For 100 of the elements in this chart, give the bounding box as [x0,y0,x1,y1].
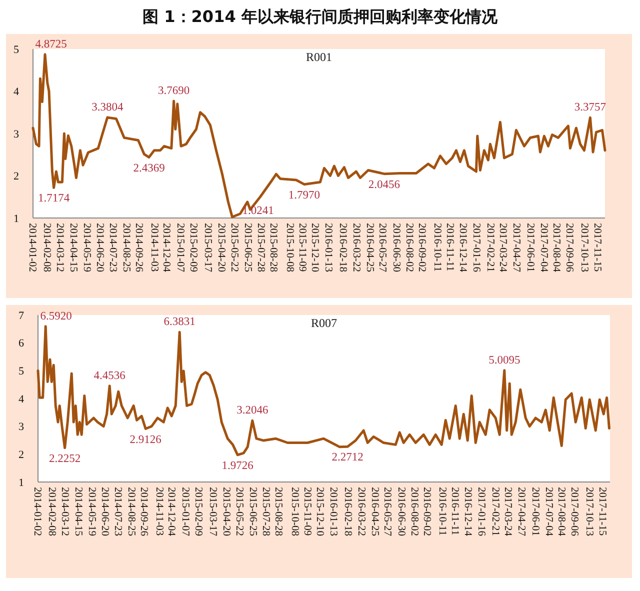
x-tick-label: 2015-04-20 [220,487,232,536]
x-tick-label: 2015-04-20 [216,223,227,272]
x-tick-label: 2014-12-04 [166,487,177,537]
x-tick-label: 2014-06-20 [98,487,110,536]
x-tick-label: 2015-06-25 [242,223,253,272]
x-tick-label: 2017-01-16 [475,487,486,536]
x-tick-label: 2017-07-04 [538,223,549,273]
y-tick-label: 3 [14,128,20,140]
x-tick-label: 2017-10-13 [583,487,594,536]
y-tick-label: 4 [14,86,20,98]
x-tick-label: 2014-09-26 [138,487,150,536]
x-tick-label: 2014-01-02 [26,223,38,272]
annotation: 6.5920 [40,310,72,322]
x-tick-label: 2017-08-04 [550,223,562,273]
x-tick-label: 2016-04-25 [364,223,375,272]
x-tick-label: 2014-03-12 [54,223,65,272]
x-tick-label: 2014-07-23 [107,223,118,272]
x-tick-label: 2017-11-15 [592,223,603,272]
x-tick-label: 2017-06-01 [530,487,541,536]
annotation: 5.0095 [488,354,520,366]
x-tick-label: 2017-11-15 [596,487,608,536]
x-tick-label: 2016-08-02 [404,223,415,272]
x-tick-label: 2017-07-04 [542,487,554,537]
x-tick-label: 2014-04-15 [72,487,84,536]
annotation: 1.7970 [288,189,320,202]
x-tick-label: 2016-03-22 [350,223,362,272]
x-tick-label: 2014-11-03 [153,487,164,536]
x-tick-label: 2016-10-11 [432,223,443,272]
x-tick-label: 2015-10-08 [284,223,295,272]
x-tick-label: 2015-03-17 [202,223,213,272]
y-tick-label: 1 [14,212,19,225]
x-tick-label: 2015-06-25 [246,487,258,536]
x-tick-label: 2014-02-08 [41,223,52,272]
x-tick-label: 2015-01-07 [179,487,190,536]
x-tick-label: 2015-02-09 [192,487,204,536]
x-tick-label: 2015-10-08 [288,487,300,536]
x-tick-label: 2015-12-10 [309,223,320,272]
annotation: 2.9126 [130,434,162,446]
x-tick-label: 2016-06-30 [390,223,402,272]
x-tick-label: 2017-09-06 [568,487,580,536]
annotation: 2.0456 [368,178,400,191]
annotation: 3.3804 [92,101,124,114]
x-tick-label: 2014-08-25 [125,487,136,536]
x-tick-label: 2014-05-19 [86,487,98,536]
x-tick-label: 2015-08-28 [272,487,284,536]
x-tick-label: 2014-04-15 [68,223,79,272]
y-tick-label: 5 [14,44,20,56]
annotation: 3.7690 [158,85,190,98]
chart-title: 图 1：2014 年以来银行间质押回购利率变化情况 [142,7,498,26]
y-tick-label: 5 [18,366,24,378]
x-tick-label: 2017-08-04 [555,487,566,537]
x-tick-label: 2017-01-16 [470,223,482,272]
x-tick-label: 2016-09-02 [420,487,432,536]
x-tick-label: 2017-03-24 [502,487,514,537]
annotation: 4.4536 [94,370,126,382]
x-tick-label: 2016-05-27 [376,223,388,272]
x-tick-label: 2016-12-14 [457,223,468,273]
x-tick-label: 2017-04-27 [510,223,522,272]
x-tick-label: 2016-06-30 [395,487,406,536]
x-tick-label: 2016-03-22 [355,487,366,536]
x-tick-label: 2016-08-02 [408,487,420,536]
x-tick-label: 2014-08-25 [120,223,132,272]
y-tick-label: 2 [18,449,24,462]
x-tick-label: 2014-07-23 [112,487,124,536]
x-tick-label: 2015-05-22 [228,223,240,272]
annotation: 2.2252 [48,452,81,465]
x-tick-label: 2016-10-11 [436,487,448,536]
x-tick-label: 2014-01-02 [31,487,42,536]
x-tick-label: 2016-02-18 [342,487,354,536]
x-tick-label: 2014-12-04 [160,223,172,273]
y-tick-label: 2 [14,170,19,183]
x-tick-label: 2014-09-26 [133,223,144,272]
x-tick-label: 2017-02-21 [484,223,496,272]
x-tick-label: 2016-01-13 [328,487,339,536]
x-tick-label: 2017-09-06 [564,223,575,272]
x-tick-label: 2014-03-12 [58,487,70,536]
x-tick-label: 2017-03-24 [497,223,508,273]
x-tick-label: 2016-11-11 [444,223,455,272]
annotation: 2.4369 [133,162,166,174]
y-tick-label: 1 [18,476,24,489]
x-tick-label: 2015-01-07 [174,223,186,272]
x-tick-label: 2015-07-28 [260,487,272,536]
x-tick-label: 2014-05-19 [81,223,92,272]
annotation: 2.2712 [332,452,364,464]
x-tick-label: 2014-11-03 [148,223,160,272]
annotation: 1.9726 [222,460,254,472]
y-tick-label: 4 [18,393,24,406]
x-tick-label: 2014-02-08 [46,487,58,536]
x-tick-label: 2015-02-09 [188,223,199,272]
annotation: 3.3757 [574,102,606,114]
x-tick-label: 2016-11-11 [448,487,460,536]
chart-subtitle: R007 [310,316,338,330]
x-tick-label: 2015-12-10 [314,487,326,536]
x-tick-label: 2015-11-09 [302,487,313,536]
x-tick-label: 2016-02-18 [337,223,348,272]
x-tick-label: 2017-06-01 [524,223,536,272]
x-tick-label: 2016-12-14 [462,487,474,537]
annotation: 1.7174 [38,192,70,205]
x-tick-label: 2016-01-13 [322,223,334,272]
x-tick-label: 2016-04-25 [368,487,380,536]
